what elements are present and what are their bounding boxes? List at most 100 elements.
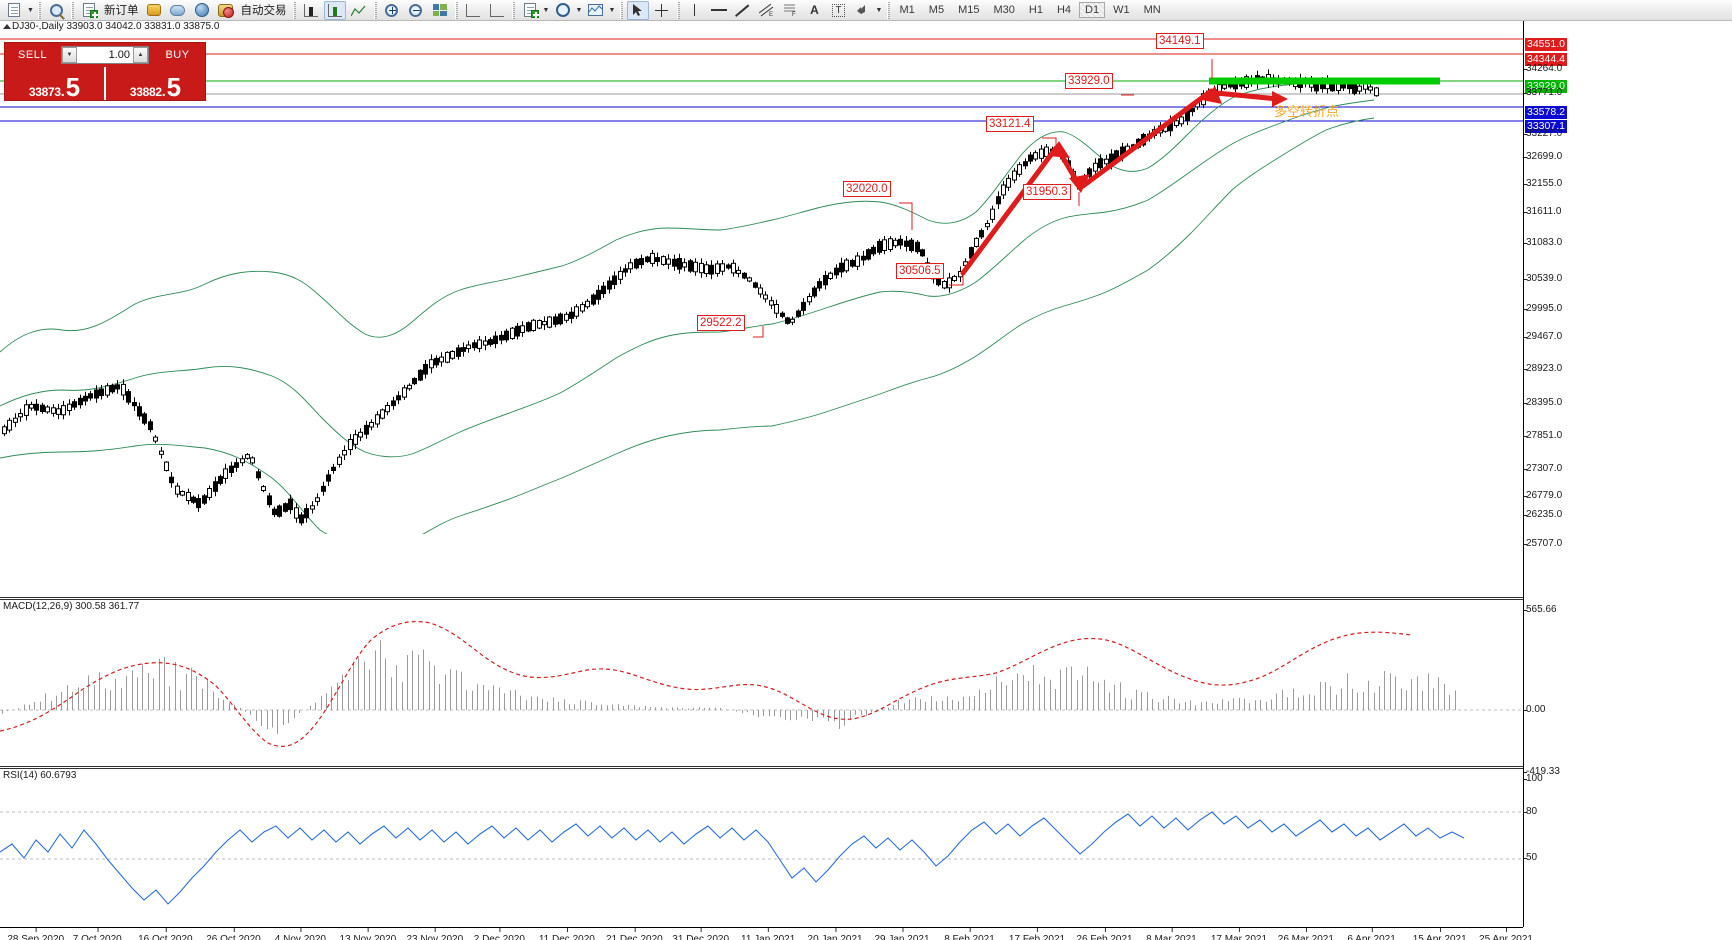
price-tick-31611: 31611.0 — [1523, 206, 1562, 217]
bar-chart-icon[interactable] — [300, 1, 322, 20]
svg-text:F: F — [792, 12, 796, 17]
autotrading-label[interactable]: 自动交易 — [240, 5, 287, 17]
toolbar-separator — [292, 1, 296, 19]
price-tick-28395: 28395.0 — [1523, 397, 1563, 408]
chart-title-bar: DJ30-,Daily 33903.0 34042.0 33831.0 3387… — [0, 21, 1732, 34]
time-label-22: 25 Apr 2021 — [1479, 928, 1533, 940]
crosshair-icon[interactable] — [651, 1, 673, 20]
macd-label: MACD(12,26,9) 300.58 361.77 — [3, 601, 140, 612]
price-tick-34264: 34264.0 — [1523, 63, 1563, 74]
timeframe-mn[interactable]: MN — [1143, 4, 1161, 16]
timeframe-h4[interactable]: H4 — [1056, 4, 1071, 16]
time-label-20: 6 Apr 2021 — [1347, 928, 1396, 940]
price-label-33307: 33307.1 — [1525, 120, 1567, 133]
coins-icon[interactable] — [143, 1, 165, 20]
equidistant-channel-icon[interactable]: E — [756, 1, 778, 20]
toolbar-separator — [886, 1, 890, 19]
cursor-icon[interactable] — [626, 0, 649, 20]
svg-text:E: E — [769, 12, 773, 17]
autotrading-icon[interactable] — [215, 1, 237, 20]
anno-32020[interactable]: 32020.0 — [843, 181, 891, 197]
time-label-1: 7 Oct 2020 — [73, 928, 122, 940]
time-label-8: 11 Dec 2020 — [539, 928, 595, 940]
buy-button[interactable]: BUY — [165, 49, 190, 61]
toolbar-separator — [71, 1, 74, 19]
periodicity-caret-icon[interactable]: ▼ — [575, 6, 583, 14]
fibonacci-icon[interactable]: F — [780, 1, 802, 20]
templates-icon[interactable] — [585, 1, 607, 20]
new-order-label[interactable]: 新订单 — [104, 5, 139, 17]
anno-31950[interactable]: 31950.3 — [1023, 184, 1071, 200]
timeframe-h1[interactable]: H1 — [1028, 4, 1043, 16]
horizontal-line-icon[interactable] — [708, 1, 730, 20]
chart-canvas-area[interactable]: DJ30-,Daily 33903.0 34042.0 33831.0 3387… — [0, 21, 1732, 940]
volume-value[interactable]: 1.00 — [108, 49, 130, 61]
line-chart-icon[interactable] — [348, 1, 370, 20]
price-label-33578: 33578.2 — [1525, 106, 1567, 119]
sell-price[interactable]: 33873 . 5 — [5, 67, 104, 100]
price-scale[interactable]: 34551.0 34344.4 34264.0 33929.0 33771.0 … — [1523, 21, 1732, 927]
buy-price-int: 33882 — [129, 85, 162, 99]
time-label-3: 26 Oct 2020 — [206, 928, 261, 940]
price-tick-27307: 27307.0 — [1523, 463, 1563, 474]
volume-decrease-icon[interactable]: ▼ — [62, 47, 77, 63]
candlestick-chart-icon[interactable] — [323, 0, 346, 20]
anno-33121[interactable]: 33121.4 — [986, 116, 1034, 132]
turning-point-note[interactable]: 多空转折点 — [1274, 105, 1340, 120]
one-click-trading-panel[interactable]: SELL ▼ 1.00 ▲ BUY 33873 . 5 33882 . — [4, 42, 206, 101]
volume-stepper[interactable]: ▼ 1.00 ▲ — [61, 46, 149, 64]
timeframe-m5[interactable]: M5 — [928, 4, 945, 16]
chart-shift-icon[interactable] — [486, 1, 508, 20]
arrows-caret-icon[interactable]: ▼ — [875, 6, 883, 14]
price-tick-31083: 31083.0 — [1523, 237, 1563, 248]
templates-caret-icon[interactable]: ▼ — [608, 6, 616, 14]
rsi-svg — [0, 811, 1523, 905]
chart-grid-icon[interactable] — [429, 1, 451, 20]
indicators-icon[interactable] — [519, 1, 541, 20]
text-label-icon[interactable]: T — [828, 1, 850, 20]
timeframe-m15[interactable]: M15 — [958, 4, 980, 16]
octp-divider — [104, 67, 106, 100]
volume-increase-icon[interactable]: ▲ — [133, 47, 148, 63]
indicators-caret-icon[interactable]: ▼ — [542, 6, 550, 14]
anno-33929[interactable]: 33929.0 — [1065, 73, 1113, 89]
auto-scroll-icon[interactable] — [462, 1, 484, 20]
macd-plot[interactable] — [0, 613, 1523, 753]
price-plot[interactable] — [0, 34, 1523, 534]
vertical-line-icon[interactable] — [684, 1, 706, 20]
text-icon[interactable]: A — [810, 3, 819, 17]
cloud-icon[interactable] — [167, 1, 189, 20]
timeframe-m1[interactable]: M1 — [899, 4, 915, 16]
timeframe-d1[interactable]: D1 — [1079, 2, 1106, 18]
price-svg — [0, 38, 1523, 534]
zoom-out-icon[interactable] — [405, 1, 427, 20]
signals-icon[interactable] — [191, 1, 213, 20]
zoom-in-icon[interactable] — [381, 1, 403, 20]
price-tick-26779: 26779.0 — [1523, 490, 1563, 501]
rsi-tick-50: 50 — [1523, 852, 1538, 863]
price-tick-30539: 30539.0 — [1523, 273, 1563, 284]
time-label-19: 26 Mar 2021 — [1278, 928, 1334, 940]
new-chart-caret-icon[interactable]: ▼ — [27, 6, 34, 14]
time-axis[interactable]: 28 Sep 2020 7 Oct 2020 16 Oct 2020 26 Oct 2… — [0, 927, 1533, 940]
trendline-icon[interactable] — [732, 1, 754, 20]
price-tick-27851: 27851.0 — [1523, 430, 1563, 441]
buy-price-dot: . — [161, 83, 166, 99]
periodicity-clock-icon[interactable] — [552, 1, 574, 20]
bollinger-bands — [0, 79, 1375, 534]
market-watch-icon[interactable] — [45, 1, 67, 20]
rsi-plot[interactable] — [0, 782, 1523, 926]
timeframe-m30[interactable]: M30 — [993, 4, 1015, 16]
collapse-caret-icon[interactable] — [3, 24, 11, 29]
timeframe-w1[interactable]: W1 — [1113, 4, 1130, 16]
rsi-tick-100: 100 — [1524, 773, 1543, 784]
buy-price[interactable]: 33882 . 5 — [106, 67, 205, 100]
anno-30506[interactable]: 30506.5 — [896, 263, 944, 279]
new-chart-icon[interactable] — [3, 1, 25, 20]
anno-29522[interactable]: 29522.2 — [697, 315, 745, 331]
new-order-icon[interactable] — [78, 1, 100, 20]
anno-34149[interactable]: 34149.1 — [1156, 33, 1204, 49]
arrows-icon[interactable] — [852, 1, 874, 20]
toolbar-separator — [619, 1, 623, 19]
sell-button[interactable]: SELL — [18, 49, 47, 61]
